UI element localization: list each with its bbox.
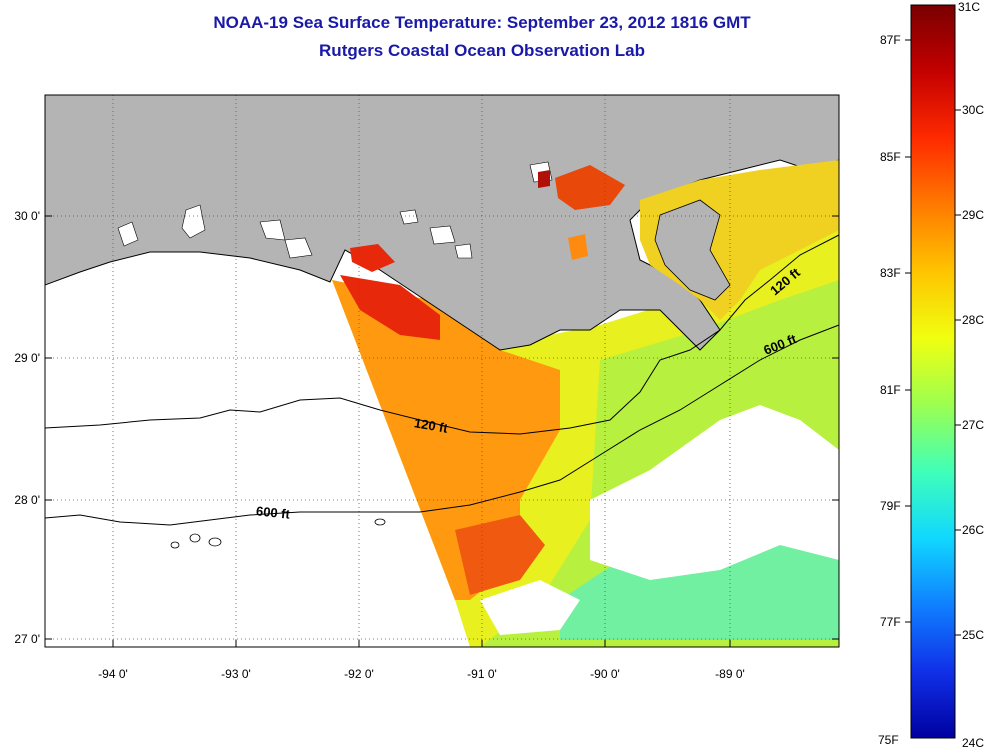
land-mass — [45, 95, 839, 351]
colorbar-c-29: 29C — [962, 208, 985, 222]
colorbar — [910, 4, 956, 739]
colorbar-f-83: 83F — [880, 266, 901, 280]
colorbar-c-30: 30C — [962, 103, 985, 117]
cloud-gap-south — [480, 580, 580, 635]
bank-outline-4 — [374, 518, 386, 526]
inland-lake-2 — [117, 221, 139, 247]
bank-outline-1 — [170, 541, 180, 549]
lat-tick-28: 28 0' — [14, 493, 40, 507]
lat-tick-27: 27 0' — [14, 632, 40, 646]
inland-lake-7 — [454, 243, 473, 259]
inland-warm-water-3 — [568, 234, 588, 260]
graticule — [45, 95, 839, 647]
contour-120ft — [44, 234, 840, 435]
frame-ticks — [45, 215, 839, 647]
colorbar-f-77: 77F — [880, 615, 901, 629]
lat-tick-29: 29 0' — [14, 351, 40, 365]
map-border — [44, 94, 840, 648]
colorbar-c-27: 27C — [962, 418, 985, 432]
cloud-gap-large — [590, 405, 839, 580]
inland-warm-water-1 — [555, 165, 625, 210]
inland-lake-4 — [284, 237, 313, 259]
colorbar-c-25: 25C — [962, 628, 985, 642]
lon-tick-92: -92 0' — [344, 667, 374, 681]
bank-outline-3 — [208, 537, 222, 547]
colorbar-c-24: 24C — [962, 736, 985, 750]
lon-tick-93: -93 0' — [221, 667, 251, 681]
inland-lake-6 — [429, 225, 456, 245]
inland-lake-1 — [181, 204, 206, 239]
sst-cool-patch — [560, 520, 839, 640]
sst-swath-red-south — [455, 515, 545, 595]
lat-tick-30: 30 0' — [14, 209, 40, 223]
bank-outline-2 — [189, 533, 201, 543]
map-layers — [45, 95, 839, 647]
lon-tick-90: -90 0' — [590, 667, 620, 681]
colorbar-f-81: 81F — [880, 383, 901, 397]
colorbar-f-87: 87F — [880, 33, 901, 47]
colorbar-ticks — [905, 39, 961, 636]
map-subtitle: Rutgers Coastal Ocean Observation Lab — [319, 41, 645, 60]
inland-warm-water-2 — [538, 170, 550, 188]
colorbar-f-85: 85F — [880, 150, 901, 164]
colorbar-c-26: 26C — [962, 523, 985, 537]
colorbar-f-75: 75F — [878, 733, 899, 747]
lon-tick-91: -91 0' — [467, 667, 497, 681]
delta-land — [654, 199, 731, 301]
colorbar-c-31: 31C — [958, 0, 981, 14]
sst-swath-red — [340, 275, 440, 340]
map-title: NOAA-19 Sea Surface Temperature: Septemb… — [213, 13, 751, 32]
inland-lake-5 — [399, 209, 419, 225]
inland-warm-water-4 — [350, 244, 395, 272]
colorbar-f-79: 79F — [880, 499, 901, 513]
contour-600ft — [44, 324, 840, 526]
lon-tick-89: -89 0' — [715, 667, 745, 681]
lon-tick-94: -94 0' — [98, 667, 128, 681]
colorbar-c-28: 28C — [962, 313, 985, 327]
